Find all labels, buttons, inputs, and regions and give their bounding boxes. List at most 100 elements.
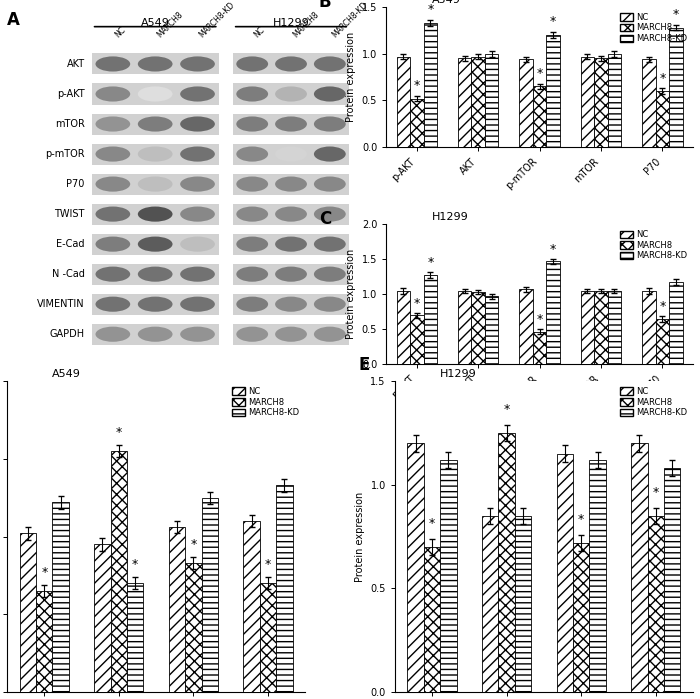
Ellipse shape bbox=[180, 117, 215, 131]
Bar bbox=[498, 433, 514, 692]
Ellipse shape bbox=[138, 117, 172, 131]
Bar bbox=[519, 59, 533, 147]
Bar bbox=[92, 53, 134, 75]
Ellipse shape bbox=[237, 87, 268, 101]
Bar bbox=[127, 583, 144, 692]
Y-axis label: Protein expression: Protein expression bbox=[346, 250, 356, 340]
Bar bbox=[397, 57, 410, 147]
Bar bbox=[310, 83, 349, 105]
Ellipse shape bbox=[95, 296, 130, 312]
Ellipse shape bbox=[275, 236, 307, 252]
Text: A549: A549 bbox=[432, 0, 461, 5]
Ellipse shape bbox=[314, 87, 346, 101]
Bar bbox=[272, 53, 310, 75]
Text: *: * bbox=[550, 15, 556, 29]
Bar bbox=[642, 291, 656, 364]
Bar bbox=[272, 324, 310, 345]
Ellipse shape bbox=[237, 177, 268, 192]
Ellipse shape bbox=[180, 266, 215, 282]
Ellipse shape bbox=[237, 236, 268, 252]
Text: NC: NC bbox=[252, 25, 267, 39]
Legend: NC, MARCH8, MARCH8-KD: NC, MARCH8, MARCH8-KD bbox=[231, 385, 301, 419]
Ellipse shape bbox=[95, 177, 130, 192]
Bar bbox=[92, 264, 134, 284]
Bar bbox=[176, 143, 218, 164]
Ellipse shape bbox=[314, 266, 346, 282]
Text: *: * bbox=[673, 8, 679, 21]
Bar bbox=[111, 451, 127, 692]
Text: *: * bbox=[427, 3, 433, 16]
Bar bbox=[472, 57, 485, 147]
Ellipse shape bbox=[237, 147, 268, 161]
Bar bbox=[594, 291, 608, 364]
Ellipse shape bbox=[95, 236, 130, 252]
Ellipse shape bbox=[180, 147, 215, 161]
Text: MARCH8: MARCH8 bbox=[155, 10, 185, 39]
Text: A549: A549 bbox=[141, 17, 169, 28]
Bar bbox=[272, 143, 310, 164]
Ellipse shape bbox=[314, 236, 346, 252]
Ellipse shape bbox=[275, 117, 307, 131]
Text: VIMENTIN: VIMENTIN bbox=[37, 299, 85, 309]
Ellipse shape bbox=[237, 206, 268, 222]
Ellipse shape bbox=[237, 296, 268, 312]
Bar bbox=[176, 53, 218, 75]
Ellipse shape bbox=[95, 147, 130, 161]
Bar bbox=[472, 292, 485, 364]
Text: A549: A549 bbox=[52, 369, 80, 379]
Bar bbox=[310, 294, 349, 315]
Bar bbox=[92, 324, 134, 345]
Text: MARCH8: MARCH8 bbox=[291, 10, 321, 39]
Bar bbox=[272, 113, 310, 134]
Bar bbox=[458, 291, 472, 364]
Bar bbox=[424, 547, 440, 692]
Bar bbox=[233, 143, 272, 164]
Ellipse shape bbox=[138, 236, 172, 252]
Bar bbox=[233, 173, 272, 194]
Ellipse shape bbox=[138, 326, 172, 342]
Text: *: * bbox=[503, 403, 510, 417]
Bar bbox=[519, 289, 533, 364]
Bar bbox=[233, 203, 272, 224]
Bar bbox=[410, 315, 424, 364]
Bar bbox=[310, 324, 349, 345]
Bar bbox=[407, 443, 424, 692]
Bar bbox=[176, 203, 218, 224]
Bar bbox=[134, 143, 176, 164]
Bar bbox=[176, 264, 218, 284]
Bar bbox=[485, 54, 498, 147]
Bar bbox=[233, 324, 272, 345]
Text: *: * bbox=[659, 301, 666, 313]
Bar bbox=[547, 261, 560, 364]
Text: NC: NC bbox=[113, 25, 127, 39]
Bar bbox=[310, 203, 349, 224]
Bar bbox=[233, 294, 272, 315]
Ellipse shape bbox=[180, 206, 215, 222]
Bar bbox=[134, 113, 176, 134]
Bar bbox=[233, 113, 272, 134]
Bar bbox=[202, 498, 218, 692]
Text: *: * bbox=[550, 243, 556, 256]
Bar bbox=[514, 516, 531, 692]
Bar bbox=[424, 275, 437, 364]
Bar bbox=[92, 113, 134, 134]
Bar bbox=[272, 173, 310, 194]
Ellipse shape bbox=[314, 147, 346, 161]
Text: *: * bbox=[536, 67, 542, 80]
Bar bbox=[669, 282, 682, 364]
Ellipse shape bbox=[314, 57, 346, 71]
Ellipse shape bbox=[180, 177, 215, 192]
Bar bbox=[556, 454, 573, 692]
Bar bbox=[458, 59, 472, 147]
Bar bbox=[276, 485, 293, 692]
Legend: NC, MARCH8, MARCH8-KD: NC, MARCH8, MARCH8-KD bbox=[619, 385, 689, 419]
Text: TWIST: TWIST bbox=[54, 209, 85, 219]
Bar bbox=[533, 331, 547, 364]
Text: AKT: AKT bbox=[66, 59, 85, 69]
Text: p-mTOR: p-mTOR bbox=[45, 149, 85, 159]
Bar bbox=[134, 264, 176, 284]
Bar bbox=[310, 264, 349, 284]
Legend: NC, MARCH8, MARCH8-KD: NC, MARCH8, MARCH8-KD bbox=[619, 229, 689, 262]
Text: *: * bbox=[429, 517, 435, 531]
Ellipse shape bbox=[138, 147, 172, 161]
